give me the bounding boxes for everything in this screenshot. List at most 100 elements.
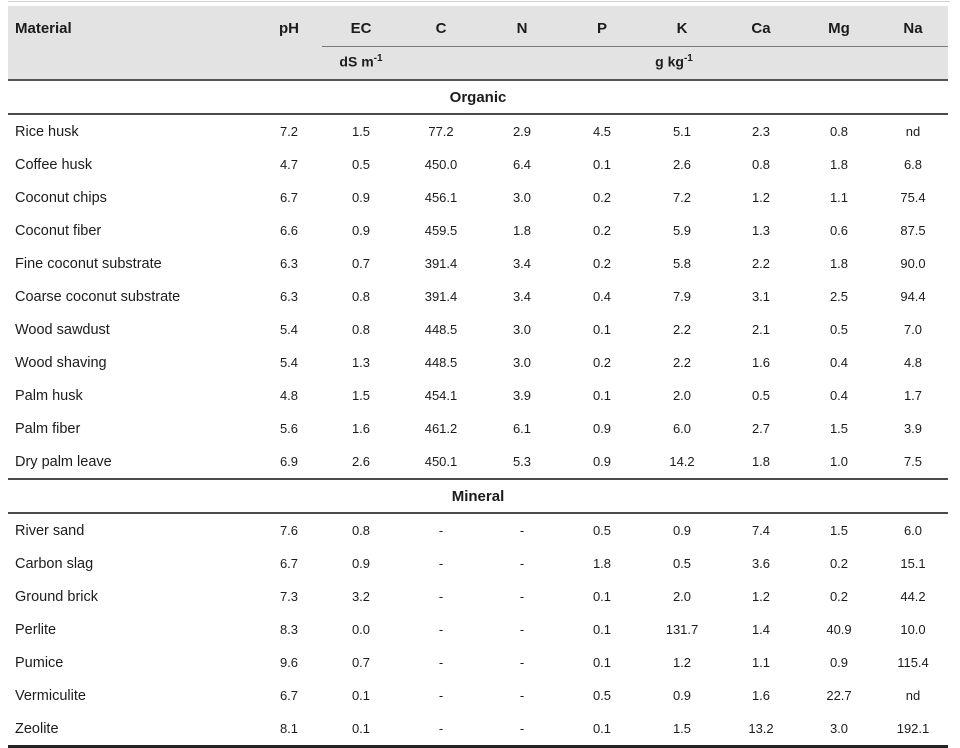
value-cell: - <box>519 589 525 604</box>
value-cell: 0.4 <box>592 289 612 304</box>
value-cell: 1.4 <box>751 622 771 637</box>
value-cell: 0.8 <box>829 124 849 139</box>
value-cell: - <box>519 523 525 538</box>
value-cell: 0.9 <box>829 655 849 670</box>
value-cell: 0.1 <box>592 157 612 172</box>
ec-unit: dS m-1 <box>322 46 400 81</box>
value-cell: 7.0 <box>903 322 923 337</box>
material-cell: Pumice <box>15 654 64 671</box>
value-cell: - <box>519 622 525 637</box>
value-cell: 0.9 <box>672 523 692 538</box>
value-cell: 15.1 <box>900 556 926 571</box>
unit-spacer-material <box>8 46 256 81</box>
value-cell: 9.6 <box>279 655 299 670</box>
value-cell: 3.0 <box>512 322 532 337</box>
value-cell: 1.7 <box>903 388 923 403</box>
col-header-na: Na <box>878 6 948 47</box>
value-cell: 0.9 <box>592 454 612 469</box>
value-cell: 3.9 <box>512 388 532 403</box>
table-row: Wood shaving 5.4 1.3 448.5 3.0 0.2 2.2 1.6 0.4 4.… <box>8 346 948 379</box>
value-cell: 0.4 <box>829 388 849 403</box>
value-cell: 6.1 <box>512 421 532 436</box>
value-cell: 1.3 <box>751 223 771 238</box>
value-cell: 2.1 <box>751 322 771 337</box>
value-cell: 4.8 <box>903 355 923 370</box>
value-cell: 0.1 <box>592 622 612 637</box>
value-cell: 77.2 <box>428 124 454 139</box>
value-cell: 0.9 <box>592 421 612 436</box>
value-cell: 3.1 <box>751 289 771 304</box>
top-rule <box>8 1 950 2</box>
ec-unit-exponent: -1 <box>373 52 383 64</box>
value-cell: 0.5 <box>672 556 692 571</box>
value-cell: 5.4 <box>279 355 299 370</box>
table-row: Coffee husk 4.7 0.5 450.0 6.4 0.1 2.6 0.8 1.8 6.8 <box>8 148 948 181</box>
table-row: Palm husk 4.8 1.5 454.1 3.9 0.1 2.0 0.5 0.4 1.7 <box>8 379 948 412</box>
col-header-ph: pH <box>256 6 322 47</box>
table-header: Material pH EC C N P K Ca Mg Na dS m-1 g… <box>8 6 948 81</box>
material-cell: Coffee husk <box>15 156 93 173</box>
table-row: Perlite 8.3 0.0 - - 0.1 131.7 1.4 40.9 10.0 <box>8 613 948 646</box>
value-cell: 459.5 <box>424 223 458 238</box>
value-cell: - <box>438 688 444 703</box>
value-cell: 0.1 <box>592 388 612 403</box>
value-cell: 5.9 <box>672 223 692 238</box>
material-cell: Fine coconut substrate <box>15 255 162 272</box>
value-cell: 2.9 <box>512 124 532 139</box>
table-row: Dry palm leave 6.9 2.6 450.1 5.3 0.9 14.2 1.8 1.… <box>8 445 948 479</box>
value-cell: 0.1 <box>592 322 612 337</box>
table-row: Wood sawdust 5.4 0.8 448.5 3.0 0.1 2.2 2.1 0.5 7.… <box>8 313 948 346</box>
table-row: River sand 7.6 0.8 - - 0.5 0.9 7.4 1.5 6.0 <box>8 513 948 547</box>
table-row: Pumice 9.6 0.7 - - 0.1 1.2 1.1 0.9 115.4 <box>8 646 948 679</box>
mass-unit-exponent: -1 <box>683 52 693 64</box>
value-cell: 1.5 <box>829 523 849 538</box>
value-cell: nd <box>905 124 921 139</box>
value-cell: 13.2 <box>722 712 800 748</box>
value-cell: 5.3 <box>512 454 532 469</box>
value-cell: 0.1 <box>592 589 612 604</box>
material-cell: Palm husk <box>15 387 83 404</box>
value-cell: 3.2 <box>351 589 371 604</box>
value-cell: 0.2 <box>829 589 849 604</box>
col-header-material: Material <box>8 6 256 47</box>
material-cell: Coconut chips <box>15 189 107 206</box>
value-cell: 456.1 <box>424 190 458 205</box>
value-cell: 1.5 <box>351 388 371 403</box>
value-cell: 0.5 <box>751 388 771 403</box>
value-cell: 10.0 <box>900 622 926 637</box>
value-cell: 0.1 <box>592 655 612 670</box>
mass-unit: g kg-1 <box>400 46 948 81</box>
ec-unit-base: dS m <box>339 53 374 70</box>
value-cell: 14.2 <box>669 454 695 469</box>
value-cell: 7.6 <box>279 523 299 538</box>
value-cell: 7.3 <box>279 589 299 604</box>
col-header-k: K <box>642 6 722 47</box>
value-cell: 87.5 <box>900 223 926 238</box>
value-cell: - <box>400 712 482 748</box>
value-cell: 2.6 <box>672 157 692 172</box>
value-cell: 1.5 <box>829 421 849 436</box>
material-cell: Carbon slag <box>15 555 94 572</box>
value-cell: 7.5 <box>903 454 923 469</box>
section-label: Mineral <box>8 478 948 514</box>
value-cell: - <box>519 688 525 703</box>
value-cell: 22.7 <box>826 688 852 703</box>
value-cell: 115.4 <box>897 655 929 670</box>
table-row: Carbon slag 6.7 0.9 - - 1.8 0.5 3.6 0.2 15.1 <box>8 547 948 580</box>
value-cell: - <box>438 655 444 670</box>
value-cell: 7.2 <box>672 190 692 205</box>
value-cell: 391.4 <box>424 289 458 304</box>
value-cell: 1.6 <box>751 688 771 703</box>
value-cell: 0.7 <box>351 256 371 271</box>
value-cell: 1.2 <box>751 190 771 205</box>
value-cell: 1.5 <box>351 124 371 139</box>
value-cell: 2.3 <box>751 124 771 139</box>
table-row: Palm fiber 5.6 1.6 461.2 6.1 0.9 6.0 2.7 1.5 3.9 <box>8 412 948 445</box>
value-cell: 4.8 <box>279 388 299 403</box>
section-row-mineral: Mineral <box>8 478 948 514</box>
value-cell: 0.8 <box>351 289 371 304</box>
value-cell: 0.7 <box>351 655 371 670</box>
material-properties-table-page: Material pH EC C N P K Ca Mg Na dS m-1 g… <box>8 1 950 748</box>
value-cell: 3.0 <box>512 190 532 205</box>
value-cell: 0.9 <box>351 556 371 571</box>
